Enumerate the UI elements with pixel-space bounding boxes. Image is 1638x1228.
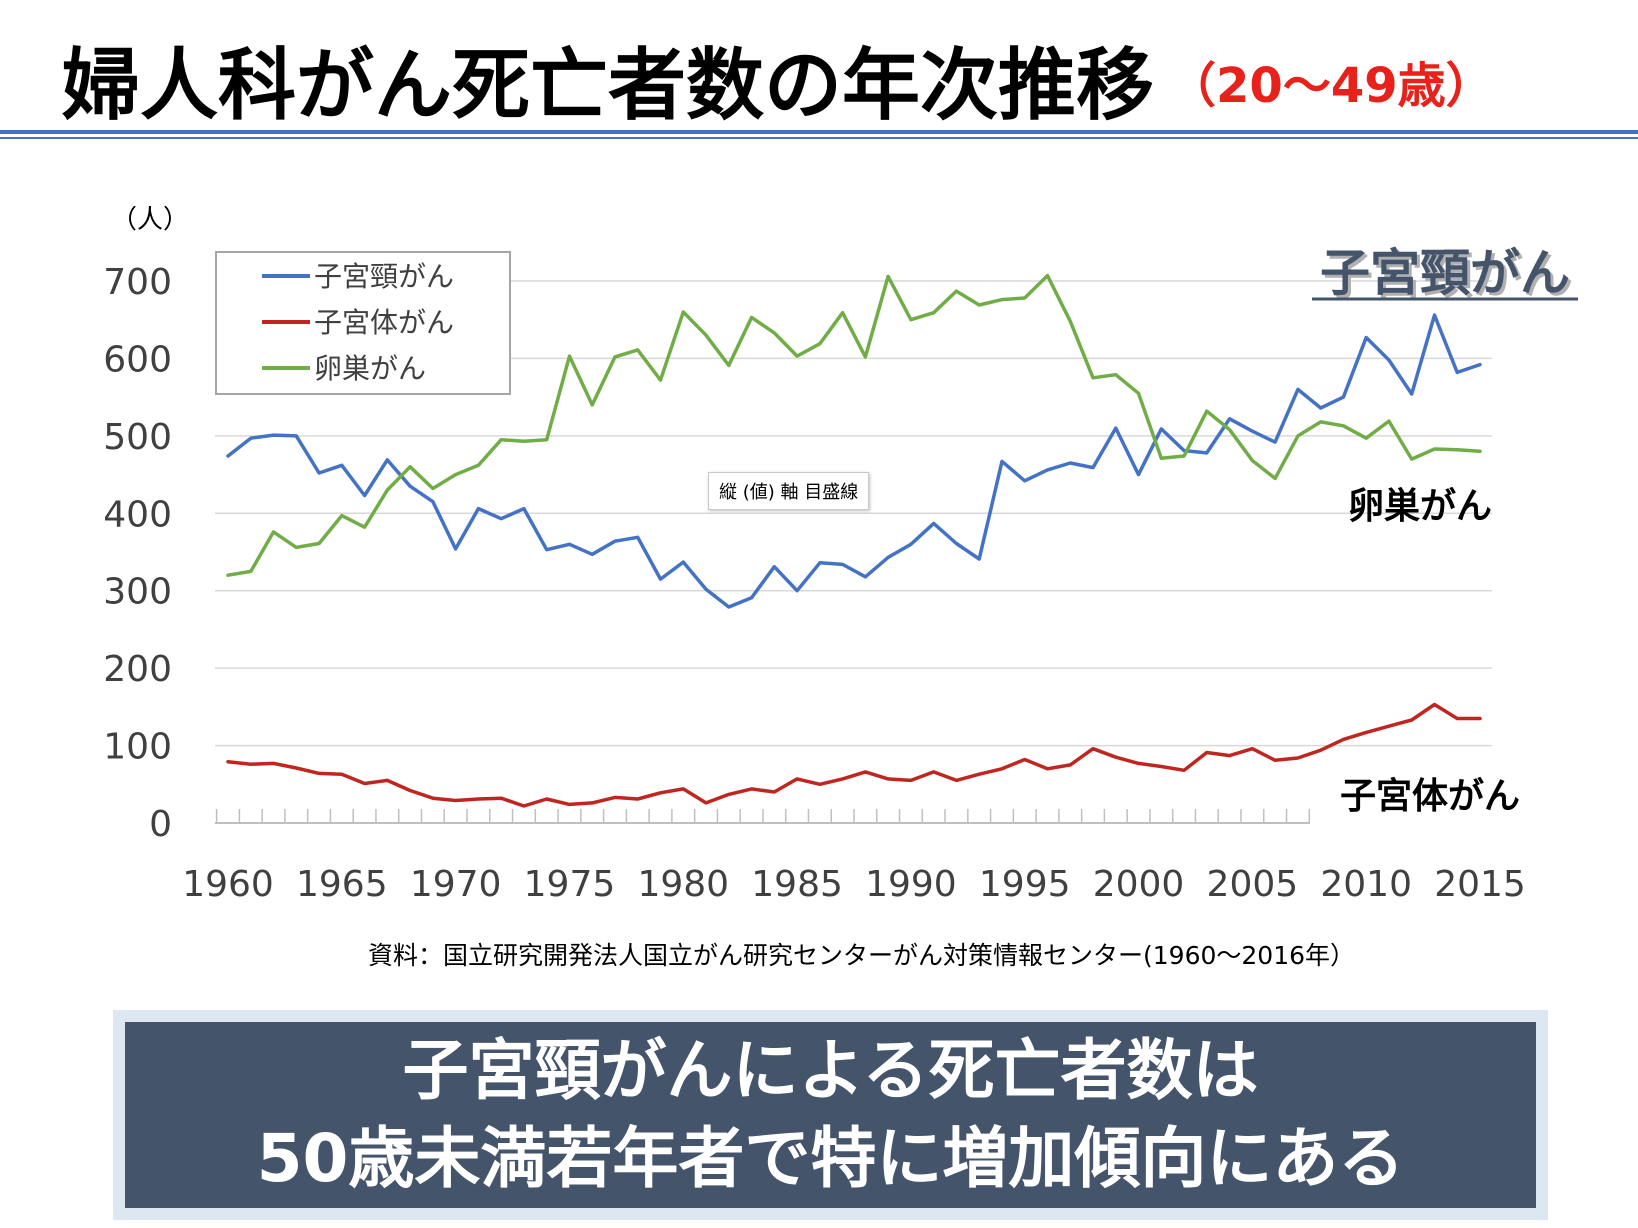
legend-entry: 子宮頸がん (314, 260, 454, 293)
x-tick-label: 1985 (751, 864, 843, 905)
header-rule-thick (0, 130, 1638, 134)
series-line-2 (226, 702, 1482, 808)
series-end-label-shadow: 子宮頸がん (1323, 247, 1573, 305)
series-line-1 (226, 313, 1482, 609)
y-tick-label: 600 (103, 339, 172, 380)
conclusion-line-2: 50歳未満若年者で特に増加傾向にある (256, 1120, 1405, 1197)
series-end-label-1: 子宮頸がん (1320, 244, 1570, 302)
gridline-tooltip: 縦 (値) 軸 目盛線 (708, 472, 870, 510)
y-tick-label: 400 (103, 494, 172, 535)
x-tick-label: 1990 (865, 864, 957, 905)
source-note: 資料：国立研究開発法人国立がん研究センターがん対策情報センター(1960〜201… (368, 941, 1356, 970)
conclusion-panel: 子宮頸がんによる死亡者数は 50歳未満若年者で特に増加傾向にある (125, 1022, 1536, 1208)
y-tick-label: 200 (103, 649, 172, 690)
x-tick-label: 2015 (1434, 864, 1526, 905)
x-tick-label: 1995 (979, 864, 1071, 905)
conclusion-box: 子宮頸がんによる死亡者数は 50歳未満若年者で特に増加傾向にある (113, 1010, 1548, 1220)
x-tick-label: 1965 (296, 864, 388, 905)
series-end-label-2: 子宮体がん (1340, 776, 1520, 817)
legend-entry: 子宮体がん (314, 306, 454, 339)
y-tick-label: 700 (103, 262, 172, 303)
header-rule-thin (0, 137, 1638, 139)
x-tick-label: 1975 (524, 864, 616, 905)
y-tick-label: 300 (103, 572, 172, 613)
title-age-range: （20〜49歳） (1168, 58, 1494, 114)
x-tick-label: 2005 (1207, 864, 1299, 905)
legend-entry: 卵巣がん (314, 352, 426, 385)
page-title: 婦人科がん死亡者数の年次推移 （20〜49歳） (62, 38, 1494, 134)
x-tick-label: 1970 (410, 864, 502, 905)
y-tick-label: 100 (103, 727, 172, 768)
x-tick-label: 2010 (1320, 864, 1412, 905)
y-tick-label: 500 (103, 417, 172, 458)
series-line-3 (226, 273, 1482, 577)
line-chart[interactable]: 0 100 200 300 400 500 600 700 1960 1965 1970 1975 19… (0, 0, 1638, 1000)
x-tick-label: 1960 (182, 864, 274, 905)
x-tick-label: 1980 (637, 864, 729, 905)
title-main: 婦人科がん死亡者数の年次推移 (62, 41, 1155, 131)
y-unit-label: （人） (111, 205, 189, 235)
y-tick-label: 0 (149, 804, 172, 845)
conclusion-line-1: 子宮頸がんによる死亡者数は (402, 1032, 1259, 1109)
x-tick-label: 2000 (1093, 864, 1185, 905)
series-end-label-3: 卵巣がん (1348, 486, 1492, 527)
